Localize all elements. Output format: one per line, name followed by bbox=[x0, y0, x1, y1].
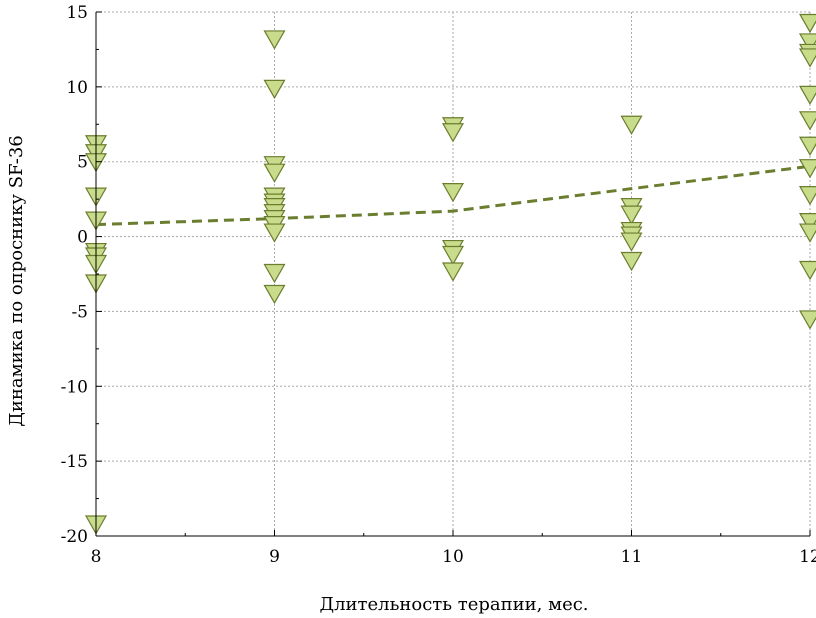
data-point bbox=[798, 136, 816, 156]
data-point bbox=[263, 223, 286, 243]
grid-layer bbox=[95, 11, 811, 537]
data-point bbox=[798, 186, 816, 206]
y-tick-label: -5 bbox=[71, 302, 88, 322]
y-tick-label: 15 bbox=[66, 3, 88, 23]
data-point bbox=[441, 262, 465, 282]
data-point bbox=[620, 115, 643, 135]
y-tick-label: 0 bbox=[77, 228, 88, 248]
data-point bbox=[798, 85, 816, 106]
data-point bbox=[263, 30, 286, 50]
y-axis-title: Динамика по опроснику SF-36 bbox=[6, 135, 27, 426]
data-point bbox=[263, 163, 286, 183]
data-point bbox=[798, 223, 816, 243]
y-tick-label: -20 bbox=[61, 527, 88, 547]
ticks-layer: -20 -15 -10 -5 0 5 10 15 8 9 10 11 12 bbox=[61, 3, 816, 567]
axes-layer bbox=[95, 11, 811, 537]
x-tick-label: 8 bbox=[91, 547, 102, 567]
trend-line bbox=[95, 164, 811, 227]
data-point bbox=[441, 183, 465, 203]
data-point bbox=[798, 159, 816, 179]
x-tick-label: 12 bbox=[799, 547, 816, 567]
points-layer bbox=[84, 13, 816, 535]
y-tick-label: 5 bbox=[77, 153, 88, 173]
data-point bbox=[620, 205, 643, 225]
trend-layer bbox=[95, 164, 811, 227]
data-point bbox=[263, 284, 286, 305]
data-point bbox=[798, 111, 816, 131]
data-point bbox=[798, 310, 816, 330]
data-point bbox=[620, 232, 643, 252]
data-point bbox=[798, 260, 816, 281]
x-tick-label: 9 bbox=[269, 547, 280, 567]
x-tick-label: 11 bbox=[621, 547, 643, 567]
data-point bbox=[441, 123, 465, 143]
data-point bbox=[263, 263, 286, 284]
y-tick-label: -15 bbox=[61, 452, 88, 472]
x-axis-title: Длительность терапии, мес. bbox=[319, 594, 588, 615]
data-point bbox=[620, 251, 643, 272]
y-tick-label: 10 bbox=[66, 78, 88, 98]
y-tick-label: -10 bbox=[61, 377, 88, 397]
data-point bbox=[798, 48, 816, 68]
data-point bbox=[798, 13, 816, 34]
data-point bbox=[263, 79, 286, 100]
data-point bbox=[441, 245, 465, 266]
x-tick-label: 10 bbox=[442, 547, 464, 567]
